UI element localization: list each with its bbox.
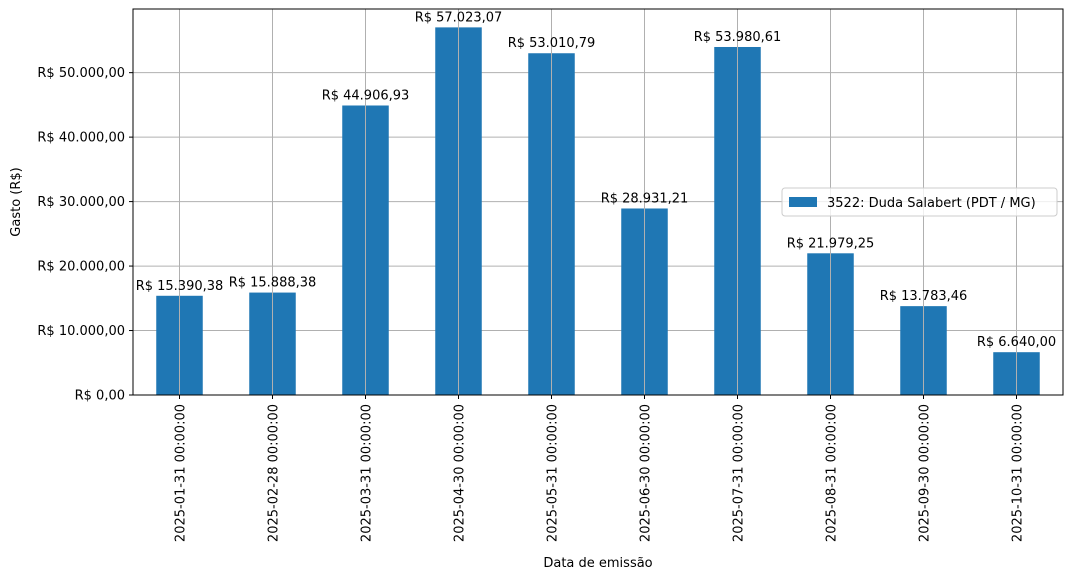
legend-swatch <box>789 197 817 207</box>
x-tick-label: 2025-02-28 00:00:00 <box>267 404 282 542</box>
y-axis-label: Gasto (R$) <box>9 167 24 236</box>
legend: 3522: Duda Salabert (PDT / MG) <box>781 187 1058 217</box>
y-tick-label: R$ 40.000,00 <box>37 131 125 146</box>
y-tick-label: R$ 50.000,00 <box>37 66 125 81</box>
x-tick-label: 2025-10-31 00:00:00 <box>1011 404 1026 542</box>
data-label: R$ 57.023,07 <box>415 10 503 25</box>
data-label: R$ 13.783,46 <box>880 289 968 304</box>
data-labels: R$ 15.390,38 R$ 15.888,38 R$ 44.906,93 R$ 5… <box>136 10 1056 350</box>
x-axis-label: Data de emissão <box>543 556 652 571</box>
data-label: R$ 28.931,21 <box>601 191 689 206</box>
y-axis-ticks: R$ 0,00 R$ 10.000,00 R$ 20.000,00 R$ 30.000… <box>37 66 133 404</box>
x-tick-label: 2025-04-30 00:00:00 <box>453 404 468 542</box>
data-label: R$ 53.980,61 <box>694 30 782 45</box>
x-tick-label: 2025-08-31 00:00:00 <box>825 404 840 542</box>
y-tick-label: R$ 0,00 <box>75 389 125 404</box>
data-label: R$ 53.010,79 <box>508 36 596 51</box>
x-axis-ticks: 2025-01-31 00:00:00 2025-02-28 00:00:00 20… <box>174 395 1026 542</box>
y-tick-label: R$ 20.000,00 <box>37 260 125 275</box>
data-label: R$ 44.906,93 <box>322 88 410 103</box>
legend-box <box>781 187 1058 217</box>
data-label: R$ 15.390,38 <box>136 279 224 294</box>
x-tick-label: 2025-05-31 00:00:00 <box>546 404 561 542</box>
x-tick-label: 2025-01-31 00:00:00 <box>174 404 189 542</box>
x-tick-label: 2025-06-30 00:00:00 <box>639 404 654 542</box>
data-label: R$ 15.888,38 <box>229 276 317 291</box>
y-tick-label: R$ 30.000,00 <box>37 195 125 210</box>
x-tick-label: 2025-09-30 00:00:00 <box>918 404 933 542</box>
y-tick-label: R$ 10.000,00 <box>37 324 125 339</box>
data-label: R$ 21.979,25 <box>787 236 875 251</box>
x-tick-label: 2025-07-31 00:00:00 <box>732 404 747 542</box>
legend-label: 3522: Duda Salabert (PDT / MG) <box>827 196 1036 211</box>
plot-frame <box>132 8 1064 396</box>
x-tick-label: 2025-03-31 00:00:00 <box>360 404 375 542</box>
data-label: R$ 6.640,00 <box>977 335 1056 350</box>
